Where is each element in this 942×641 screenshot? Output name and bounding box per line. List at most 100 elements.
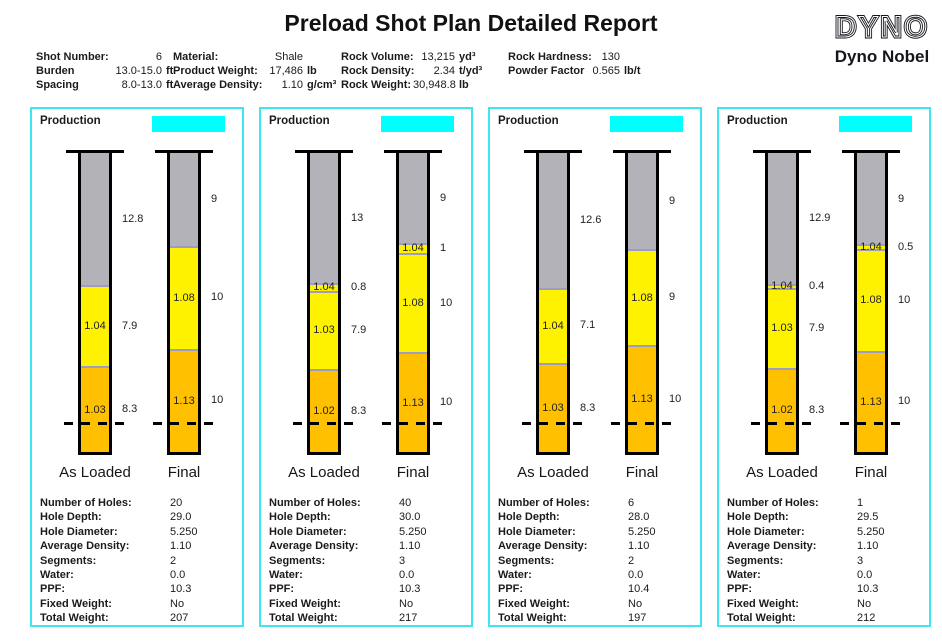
field-unit: lb/t (624, 65, 641, 77)
detail-label: Average Density: (727, 540, 817, 553)
detail-label: Water: (269, 568, 303, 581)
borehole-column: 1.08 1.13 (167, 153, 201, 455)
segment-length-label: 0.5 (898, 240, 914, 253)
borehole-column: 1.04 1.03 (78, 153, 112, 455)
dyno-logo-icon: DYNO DYNO (834, 10, 929, 46)
field-value: Shale (274, 51, 303, 63)
detail-value: 2 (628, 554, 635, 567)
detail-row: Hole Depth: 28.0 (498, 510, 696, 524)
detail-value: 10.4 (628, 583, 650, 596)
field-unit: g/cm³ (307, 79, 337, 91)
segment-density-label: 1.03 (313, 324, 335, 337)
detail-row: Segments: 2 (498, 554, 696, 568)
pattern-type-label: Production (498, 115, 559, 127)
detail-label: Segments: (498, 554, 555, 567)
borehole-segment-yellow: 1.04 (768, 281, 796, 292)
hole-name-label: Final (396, 464, 430, 481)
grade-dashed-line (64, 422, 126, 425)
borehole-segment-orange: 1.13 (628, 345, 656, 452)
detail-value: 3 (857, 554, 864, 567)
detail-value: 3 (399, 554, 406, 567)
header-field: Material: Shale (173, 50, 336, 64)
detail-row: Fixed Weight: No (40, 597, 238, 611)
header-field: Powder Factor 0.565 lb/t (508, 64, 641, 78)
borehole-segment-yellow: 1.04 (81, 284, 109, 367)
header-field: Burden 13.0-15.0 ft (36, 64, 173, 78)
borehole-segment-stemming (170, 153, 198, 246)
detail-row: Segments: 3 (269, 554, 467, 568)
detail-row: Average Density: 1.10 (498, 539, 696, 553)
segment-length-label: 10 (440, 396, 453, 409)
detail-value: 28.0 (628, 511, 650, 524)
detail-value: 5.250 (170, 525, 198, 538)
detail-value: 0.0 (857, 568, 873, 581)
brand-name: Dyno Nobel (834, 47, 930, 66)
field-label: Rock Density: (341, 65, 415, 77)
borehole-collar-line (295, 150, 353, 153)
detail-row: Hole Depth: 30.0 (269, 510, 467, 524)
borehole-segment-orange: 1.02 (768, 367, 796, 452)
detail-label: Fixed Weight: (269, 597, 341, 610)
detail-value: No (628, 597, 643, 610)
borehole-collar-line (613, 150, 671, 153)
grade-dashed-line (840, 422, 902, 425)
details-table: Number of Holes: 20 Hole Depth: 29.0 Hole Di… (40, 496, 238, 626)
segment-length-label: 10 (898, 395, 911, 408)
borehole-segment-yellow: 1.04 (399, 242, 427, 255)
borehole-column: 1.04 1.08 1.13 (396, 153, 430, 455)
hole-name-label: Final (167, 464, 201, 481)
detail-value: 1 (857, 497, 864, 509)
detail-row: Water: 0.0 (40, 568, 238, 582)
svg-text:DYNO: DYNO (835, 12, 929, 44)
segment-length-label: 8.3 (580, 401, 596, 414)
detail-row: Water: 0.0 (498, 568, 696, 582)
field-value: 0.565 (592, 65, 620, 77)
borehole-column: 1.04 1.08 1.13 (854, 153, 888, 455)
segment-density-label: 1.04 (771, 280, 793, 293)
detail-row: Fixed Weight: No (498, 597, 696, 611)
detail-value: 1.10 (399, 540, 421, 553)
field-label: Average Density: (173, 79, 263, 91)
detail-label: Water: (727, 568, 761, 581)
borehole-segment-stemming (628, 153, 656, 250)
segment-density-label: 1.04 (860, 241, 882, 254)
detail-label: PPF: (727, 583, 753, 596)
detail-label: Hole Diameter: (498, 525, 576, 538)
pattern-panel: Production Number of Holes: 20 Hole Depth:… (30, 107, 244, 627)
borehole-segment-yellow: 1.08 (857, 249, 885, 351)
detail-label: Hole Diameter: (727, 525, 805, 538)
detail-value: 1.10 (857, 540, 879, 553)
borehole-column: 1.04 1.03 1.02 (307, 153, 341, 455)
segment-length-label: 10 (211, 291, 224, 304)
segment-density-label: 1.04 (313, 281, 335, 294)
detail-row: Fixed Weight: No (269, 597, 467, 611)
segment-length-label: 9 (440, 191, 447, 204)
segment-length-label: 10 (669, 392, 682, 405)
field-label: Burden (36, 65, 75, 77)
segment-density-label: 1.04 (402, 242, 424, 255)
detail-row: Water: 0.0 (727, 568, 925, 582)
detail-row: Average Density: 1.10 (269, 539, 467, 553)
field-label: Spacing (36, 79, 79, 91)
detail-label: Fixed Weight: (727, 597, 799, 610)
detail-row: Total Weight: 217 (269, 611, 467, 625)
pattern-panel: Production Number of Holes: 40 Hole Depth:… (259, 107, 473, 627)
detail-value: 10.3 (170, 583, 192, 596)
detail-row: Hole Diameter: 5.250 (269, 525, 467, 539)
header-column: Rock Volume: 13,215 yd³ Rock Density: 2.34 t/… (341, 50, 482, 92)
detail-value: 1.10 (170, 540, 192, 553)
page-title: Preload Shot Plan Detailed Report (284, 10, 658, 36)
detail-value: 0.0 (170, 568, 186, 581)
detail-value: 197 (628, 612, 647, 625)
field-value: 13.0-15.0 (115, 65, 162, 77)
field-value: 30,948.8 (413, 79, 456, 91)
hole-name-label: Final (854, 464, 888, 481)
borehole-segment-stemming (399, 153, 427, 243)
segment-density-label: 1.08 (402, 296, 424, 309)
segment-length-label: 10 (440, 296, 453, 309)
header-field: Rock Weight: 30,948.8 lb (341, 78, 482, 92)
detail-value: 29.0 (170, 511, 192, 524)
borehole-segment-stemming (857, 153, 885, 245)
field-value: 6 (155, 51, 162, 63)
detail-row: PPF: 10.4 (498, 582, 696, 596)
